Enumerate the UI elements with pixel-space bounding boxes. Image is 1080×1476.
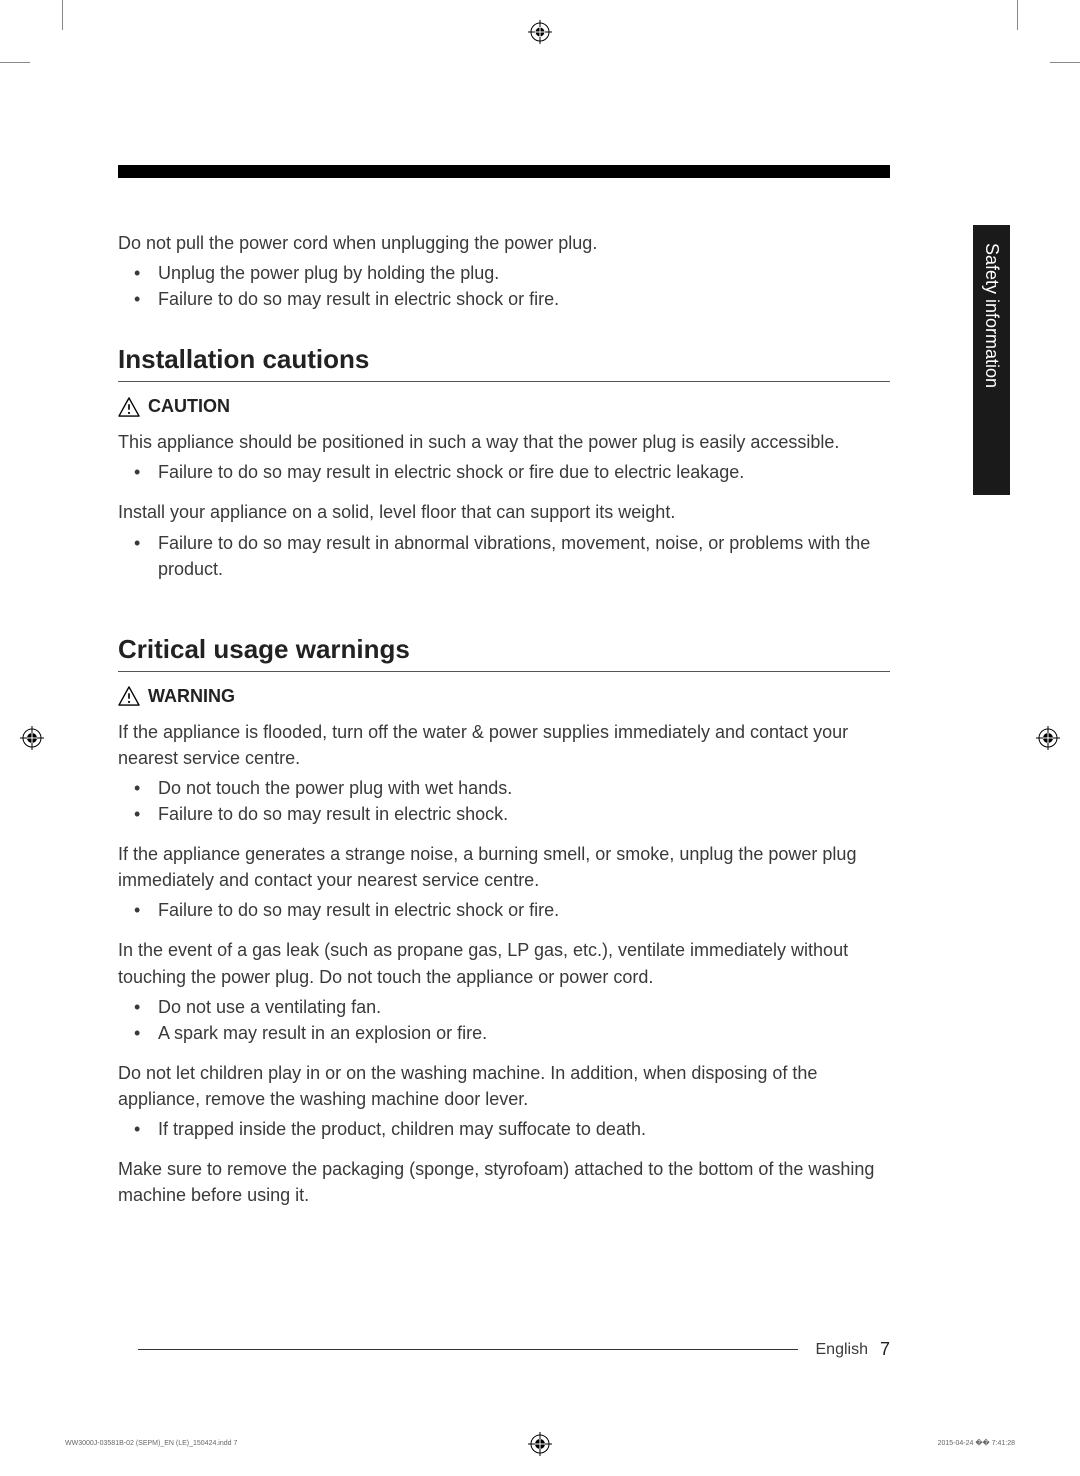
page-footer: English 7 bbox=[138, 1339, 891, 1360]
print-footer-filename: WW3000J-03581B-02 (SEPM)_EN (LE)_150424.… bbox=[65, 1440, 237, 1447]
body-text: Do not let children play in or on the wa… bbox=[118, 1060, 890, 1112]
footer-language: English bbox=[816, 1341, 868, 1359]
warning-list: Failure to do so may result in electric … bbox=[142, 897, 890, 923]
registration-mark-icon bbox=[528, 20, 552, 44]
list-item: Do not touch the power plug with wet han… bbox=[142, 775, 890, 801]
list-item: Failure to do so may result in abnormal … bbox=[142, 530, 890, 582]
warning-label: WARNING bbox=[118, 686, 890, 707]
warning-label-text: WARNING bbox=[148, 686, 235, 707]
list-item: Failure to do so may result in electric … bbox=[142, 459, 890, 485]
registration-mark-icon bbox=[528, 1432, 552, 1456]
warning-triangle-icon bbox=[118, 686, 140, 706]
intro-list: Unplug the power plug by holding the plu… bbox=[142, 260, 890, 312]
sidebar-tab: Safety information bbox=[973, 225, 1010, 495]
page-content: Safety information Do not pull the power… bbox=[70, 70, 1010, 1406]
body-text: If the appliance generates a strange noi… bbox=[118, 841, 890, 893]
list-item: A spark may result in an explosion or fi… bbox=[142, 1020, 890, 1046]
list-item: Failure to do so may result in electric … bbox=[142, 286, 890, 312]
list-item: Failure to do so may result in electric … bbox=[142, 897, 890, 923]
footer-page-number: 7 bbox=[880, 1339, 890, 1360]
registration-mark-icon bbox=[1036, 726, 1060, 750]
body-text: If the appliance is flooded, turn off th… bbox=[118, 719, 890, 771]
footer-rule bbox=[138, 1349, 798, 1350]
main-content: Do not pull the power cord when unpluggi… bbox=[70, 70, 1010, 1208]
body-text: Make sure to remove the packaging (spong… bbox=[118, 1156, 890, 1208]
registration-mark-icon bbox=[20, 726, 44, 750]
intro-paragraph: Do not pull the power cord when unpluggi… bbox=[118, 230, 890, 256]
body-text: This appliance should be positioned in s… bbox=[118, 429, 890, 455]
caution-label-text: CAUTION bbox=[148, 396, 230, 417]
list-item: Unplug the power plug by holding the plu… bbox=[142, 260, 890, 286]
warning-triangle-icon bbox=[118, 397, 140, 417]
list-item: If trapped inside the product, children … bbox=[142, 1116, 890, 1142]
warning-list: Do not use a ventilating fan. A spark ma… bbox=[142, 994, 890, 1046]
body-text: Install your appliance on a solid, level… bbox=[118, 499, 890, 525]
print-footer-timestamp: 2015-04-24 �� 7:41:28 bbox=[938, 1439, 1015, 1447]
caution-list: Failure to do so may result in abnormal … bbox=[142, 530, 890, 582]
caution-label: CAUTION bbox=[118, 396, 890, 417]
header-bar bbox=[118, 165, 890, 178]
sidebar-tab-label: Safety information bbox=[982, 243, 1002, 388]
section-heading: Installation cautions bbox=[118, 344, 890, 382]
list-item: Do not use a ventilating fan. bbox=[142, 994, 890, 1020]
list-item: Failure to do so may result in electric … bbox=[142, 801, 890, 827]
section-heading: Critical usage warnings bbox=[118, 634, 890, 672]
warning-list: Do not touch the power plug with wet han… bbox=[142, 775, 890, 827]
warning-list: If trapped inside the product, children … bbox=[142, 1116, 890, 1142]
caution-list: Failure to do so may result in electric … bbox=[142, 459, 890, 485]
body-text: In the event of a gas leak (such as prop… bbox=[118, 937, 890, 989]
